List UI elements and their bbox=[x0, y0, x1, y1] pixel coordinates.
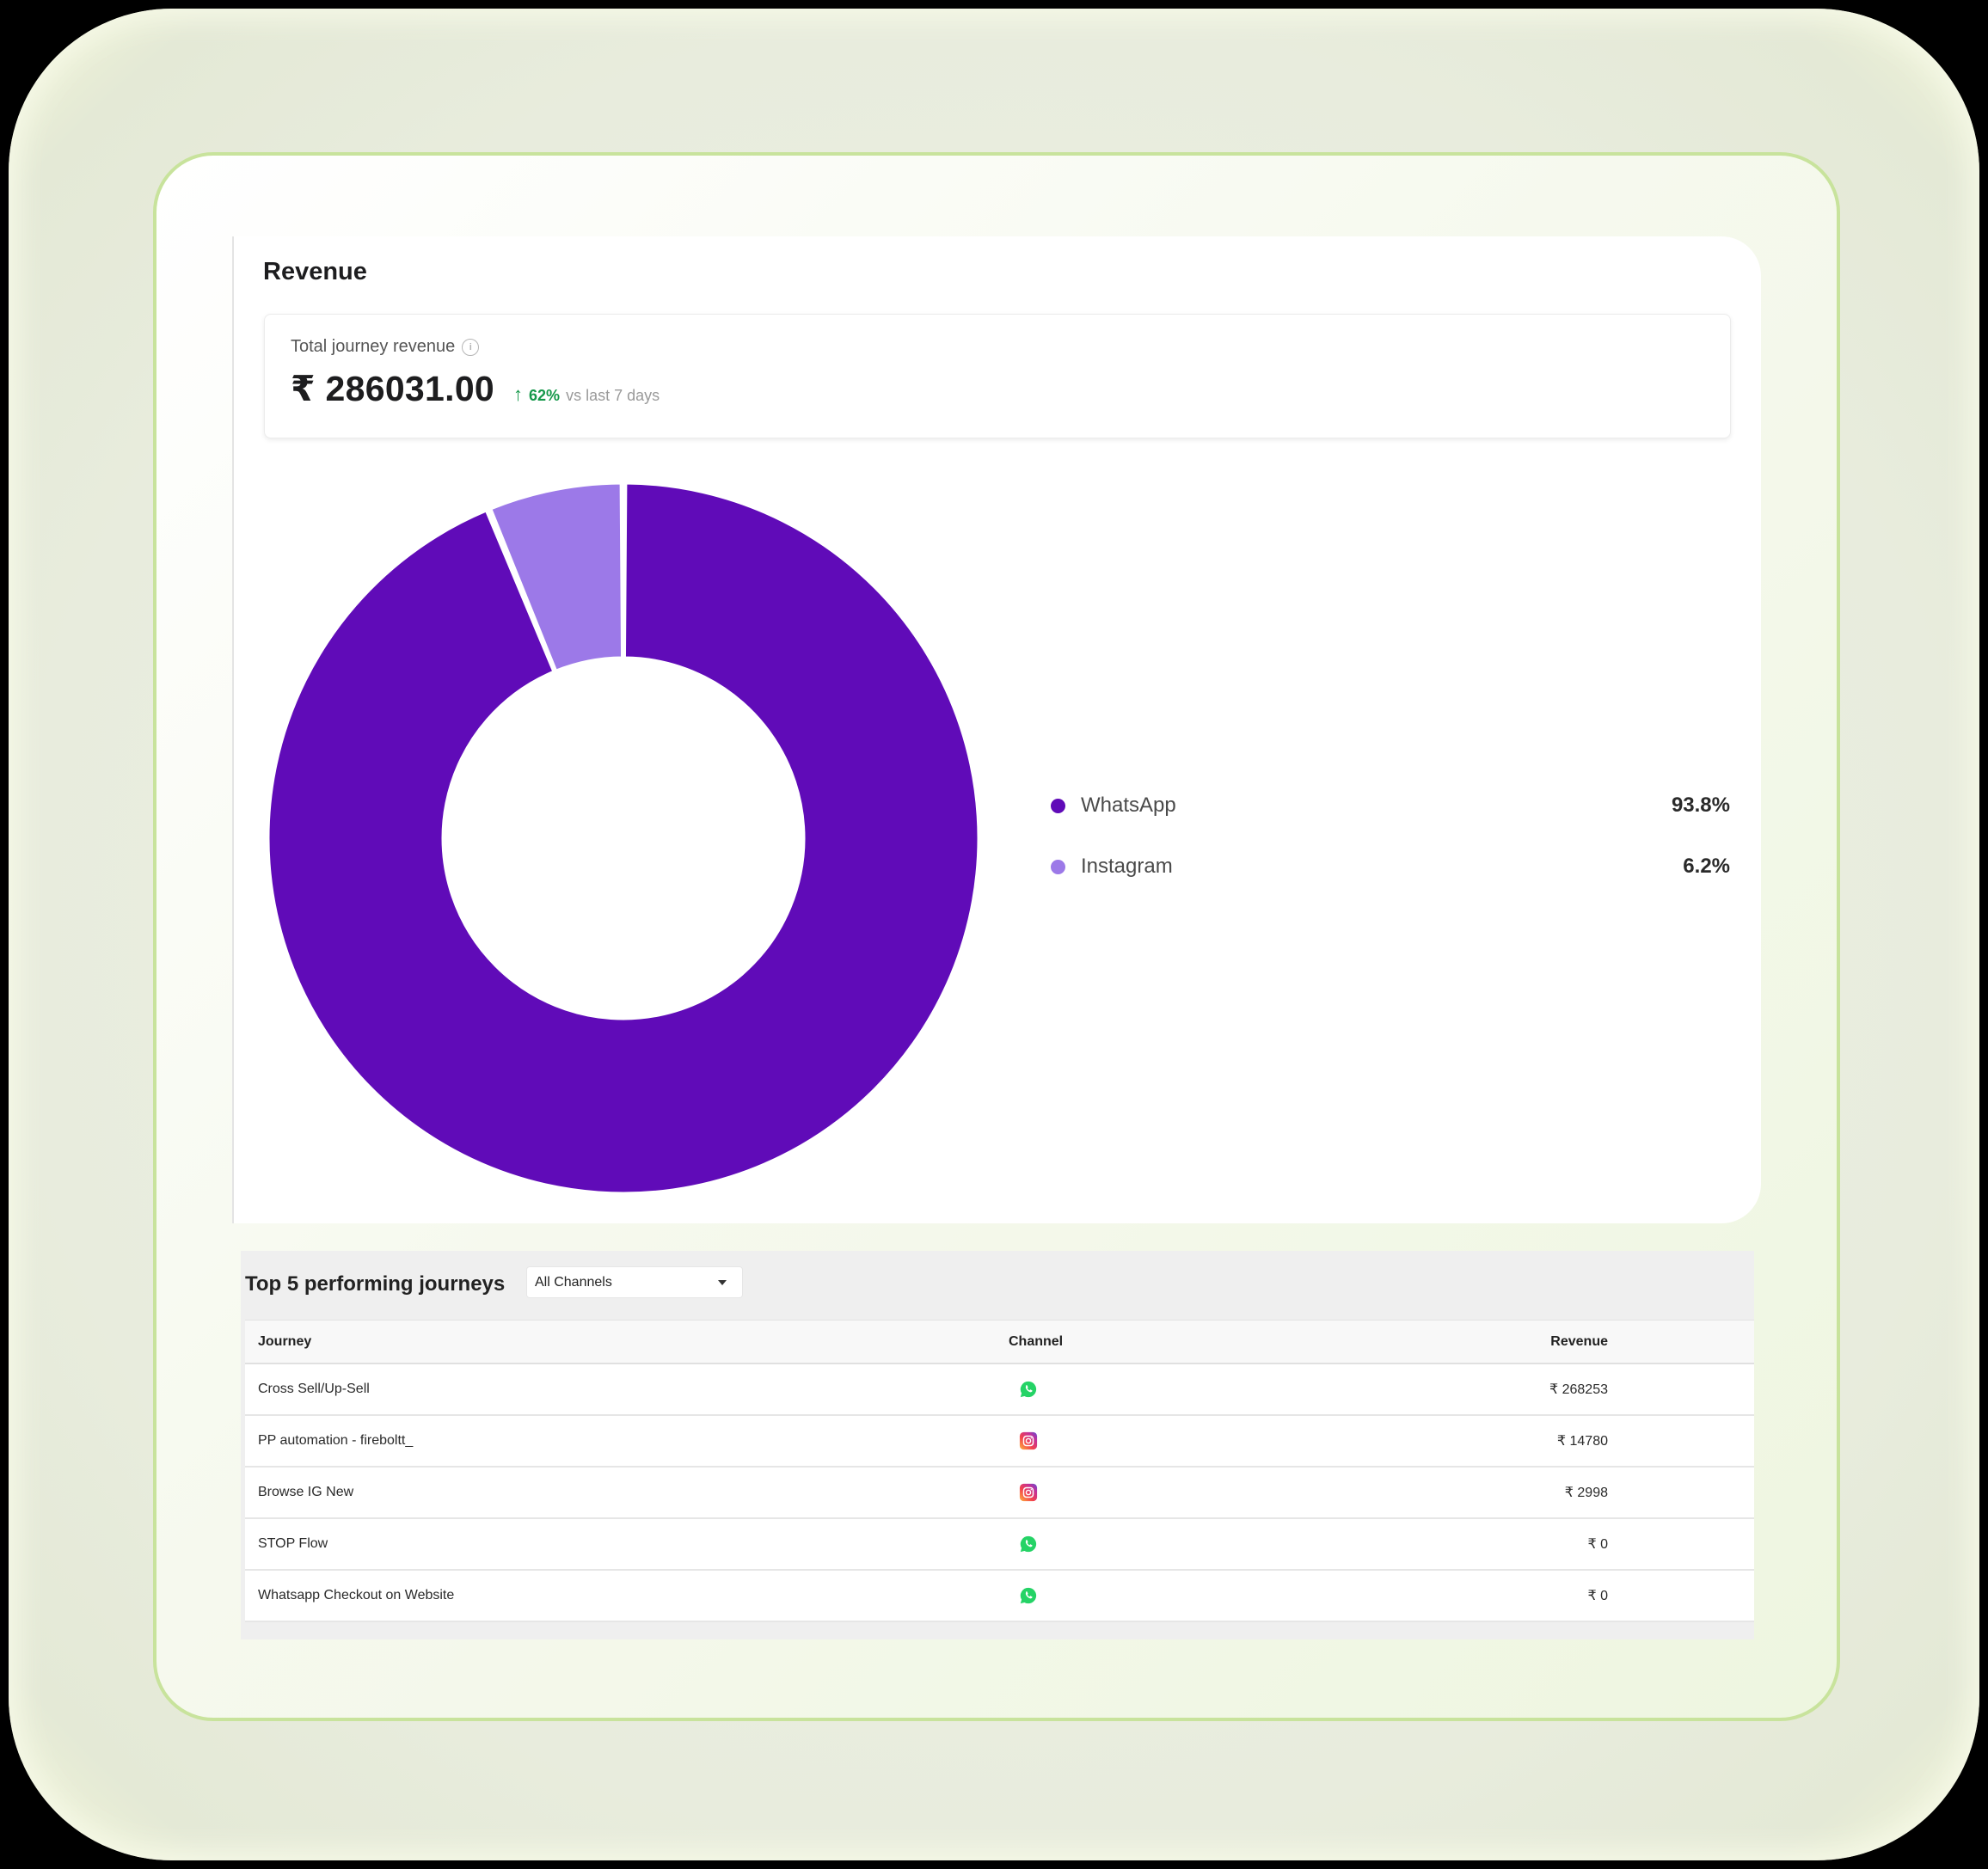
journey-name: Cross Sell/Up-Sell bbox=[258, 1382, 370, 1396]
metric-value-row: ₹ 286031.00 ↑ 62% vs last 7 days bbox=[291, 368, 660, 409]
table-header: Journey Channel Revenue bbox=[245, 1320, 1754, 1364]
legend-item-whatsapp[interactable]: WhatsApp 93.8% bbox=[1051, 789, 1730, 850]
dropdown-value: All Channels bbox=[535, 1274, 612, 1290]
caret-down-icon bbox=[718, 1280, 727, 1285]
section-title: Top 5 performing journeys bbox=[245, 1272, 506, 1296]
legend-dot-icon bbox=[1051, 860, 1065, 874]
arrow-up-icon: ↑ bbox=[513, 383, 524, 405]
journey-name: Browse IG New bbox=[258, 1485, 354, 1499]
journeys-table: Journey Channel Revenue Cross Sell/Up-Se… bbox=[245, 1320, 1754, 1622]
table-row[interactable]: Cross Sell/Up-Sell ₹ 268253 bbox=[245, 1364, 1754, 1416]
legend-item-instagram[interactable]: Instagram 6.2% bbox=[1051, 850, 1730, 911]
table-row[interactable]: STOP Flow ₹ 0 bbox=[245, 1519, 1754, 1571]
instagram-icon bbox=[1019, 1483, 1038, 1502]
delta-percent: 62% bbox=[529, 387, 561, 404]
top-journeys-section: Top 5 performing journeys All Channels J… bbox=[241, 1251, 1754, 1639]
legend-label: Instagram bbox=[1081, 855, 1173, 878]
channel-cell bbox=[1009, 1519, 1038, 1569]
channel-cell bbox=[1009, 1571, 1038, 1621]
legend-value: 93.8% bbox=[1671, 794, 1730, 817]
revenue-value: ₹ 0 bbox=[1587, 1589, 1608, 1603]
channel-cell bbox=[1009, 1364, 1038, 1414]
delta-text: vs last 7 days bbox=[566, 387, 660, 404]
total-revenue-card: Total journey revenue i ₹ 286031.00 ↑ 62… bbox=[264, 314, 1731, 438]
legend-dot-icon bbox=[1051, 799, 1065, 813]
panel-title: Revenue bbox=[263, 258, 367, 285]
channel-cell bbox=[1009, 1468, 1038, 1517]
journey-name: PP automation - fireboltt_ bbox=[258, 1433, 414, 1448]
journey-name: Whatsapp Checkout on Website bbox=[258, 1588, 455, 1602]
whatsapp-icon bbox=[1020, 1381, 1037, 1398]
whatsapp-icon bbox=[1020, 1535, 1037, 1553]
revenue-value: ₹ 14780 bbox=[1556, 1434, 1608, 1449]
channel-filter-dropdown[interactable]: All Channels bbox=[526, 1266, 743, 1298]
revenue-value: ₹ 0 bbox=[1587, 1537, 1608, 1552]
legend-label: WhatsApp bbox=[1081, 794, 1176, 817]
revenue-donut-chart bbox=[267, 481, 980, 1195]
revenue-value: ₹ 268253 bbox=[1549, 1382, 1608, 1397]
metric-label: Total journey revenue bbox=[291, 337, 456, 356]
journey-name: STOP Flow bbox=[258, 1536, 328, 1551]
table-row[interactable]: Whatsapp Checkout on Website ₹ 0 bbox=[245, 1571, 1754, 1622]
donut-slice-whatsapp[interactable] bbox=[267, 481, 980, 1195]
info-icon[interactable]: i bbox=[462, 338, 480, 356]
chart-legend: WhatsApp 93.8% Instagram 6.2% bbox=[1051, 789, 1730, 911]
channel-cell bbox=[1009, 1416, 1038, 1466]
donut-slice-instagram[interactable] bbox=[489, 481, 624, 672]
legend-value: 6.2% bbox=[1683, 855, 1730, 878]
metric-label-row: Total journey revenue i bbox=[291, 337, 480, 357]
instagram-icon bbox=[1019, 1431, 1038, 1450]
metric-value: ₹ 286031.00 bbox=[291, 369, 495, 408]
table-row[interactable]: PP automation - fireboltt_ ₹ 14780 bbox=[245, 1416, 1754, 1468]
whatsapp-icon bbox=[1020, 1587, 1037, 1604]
column-header-journey[interactable]: Journey bbox=[258, 1333, 312, 1349]
column-header-revenue[interactable]: Revenue bbox=[1550, 1333, 1608, 1349]
delta-badge: ↑ 62% vs last 7 days bbox=[513, 383, 660, 406]
table-row[interactable]: Browse IG New ₹ 2998 bbox=[245, 1468, 1754, 1519]
revenue-value: ₹ 2998 bbox=[1564, 1486, 1608, 1500]
column-header-channel[interactable]: Channel bbox=[1009, 1333, 1064, 1349]
